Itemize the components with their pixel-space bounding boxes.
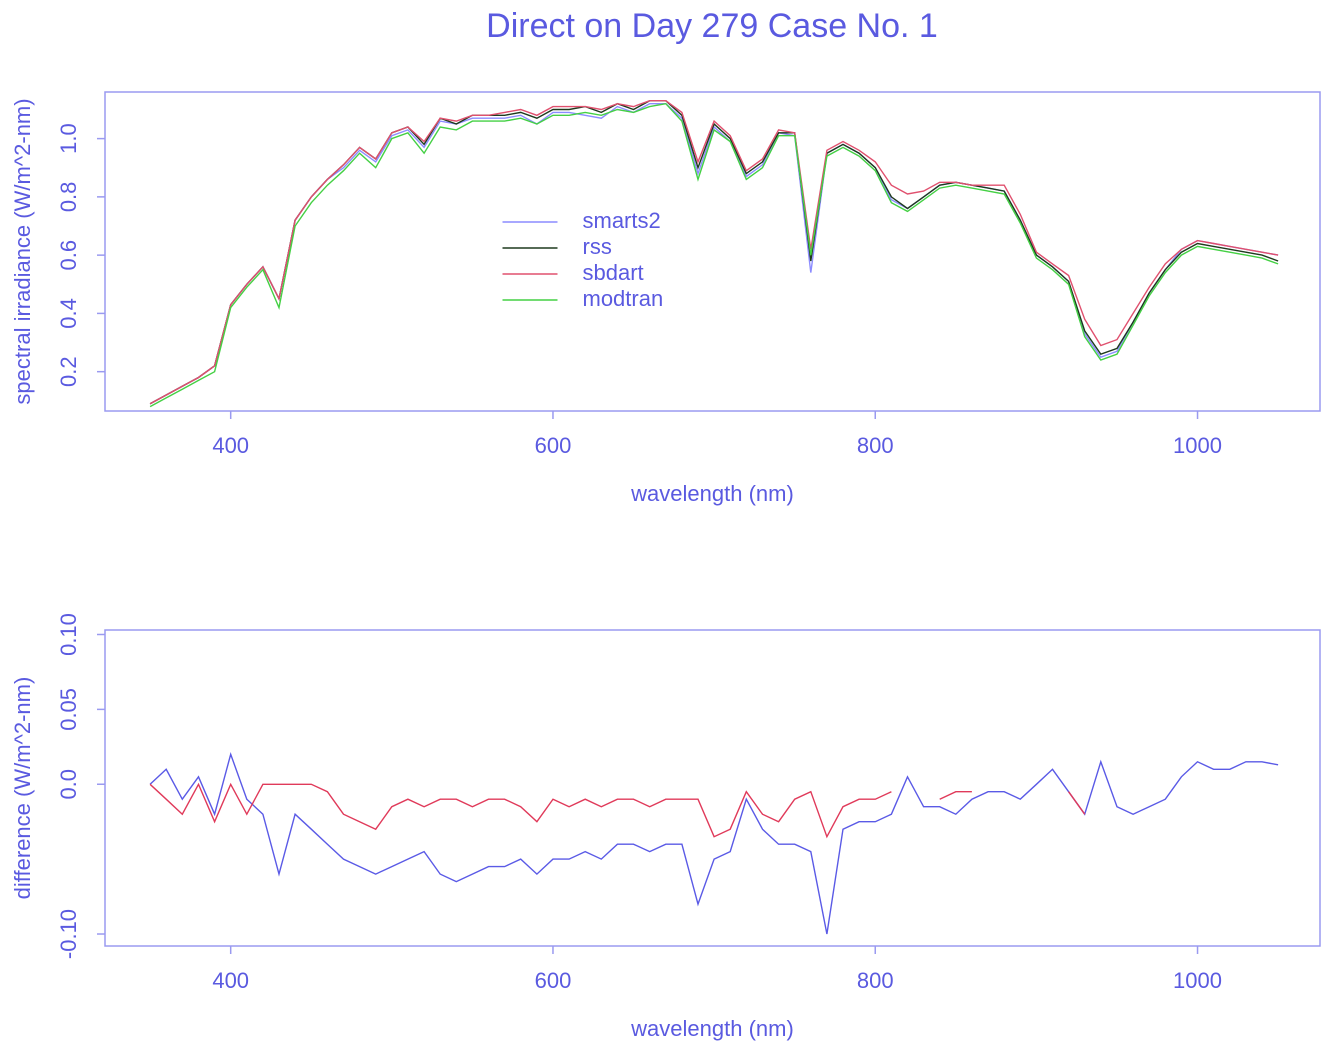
data-line	[149, 751, 1279, 935]
y-axis-label: difference (W/m^2-nm)	[10, 677, 35, 900]
y-axis-label: spectral irradiance (W/m^2-nm)	[10, 98, 35, 404]
y-tick-label: 0.10	[56, 613, 81, 656]
x-tick-label: 800	[857, 968, 894, 993]
data-line	[149, 103, 1279, 405]
plot-frame	[104, 91, 1321, 412]
x-axis-label: wavelength (nm)	[630, 481, 794, 506]
data-line	[149, 782, 1086, 839]
x-tick-label: 1000	[1173, 968, 1222, 993]
data-line	[149, 100, 1279, 405]
legend-label: smarts2	[583, 208, 661, 233]
y-tick-label: 0.05	[56, 688, 81, 731]
y-tick-label: 0.8	[56, 182, 81, 213]
x-tick-label: 400	[212, 968, 249, 993]
plot-frame	[104, 629, 1321, 947]
chart-title: Direct on Day 279 Case No. 1	[486, 7, 938, 45]
y-tick-label: 1.0	[56, 123, 81, 154]
y-tick-label: 0.2	[56, 356, 81, 387]
y-tick-label: 0.6	[56, 240, 81, 271]
x-tick-label: 600	[535, 433, 572, 458]
legend-label: rss	[583, 234, 612, 259]
x-tick-label: 400	[212, 433, 249, 458]
legend-label: modtran	[583, 286, 664, 311]
data-line	[149, 100, 1279, 405]
x-tick-label: 800	[857, 433, 894, 458]
x-tick-label: 1000	[1173, 433, 1222, 458]
data-line	[149, 102, 1279, 408]
y-tick-label: -0.10	[56, 909, 81, 959]
x-tick-label: 600	[535, 968, 572, 993]
y-tick-label: 0.0	[56, 769, 81, 800]
y-tick-label: 0.4	[56, 298, 81, 329]
legend-label: sbdart	[583, 260, 644, 285]
x-axis-label: wavelength (nm)	[630, 1016, 794, 1041]
